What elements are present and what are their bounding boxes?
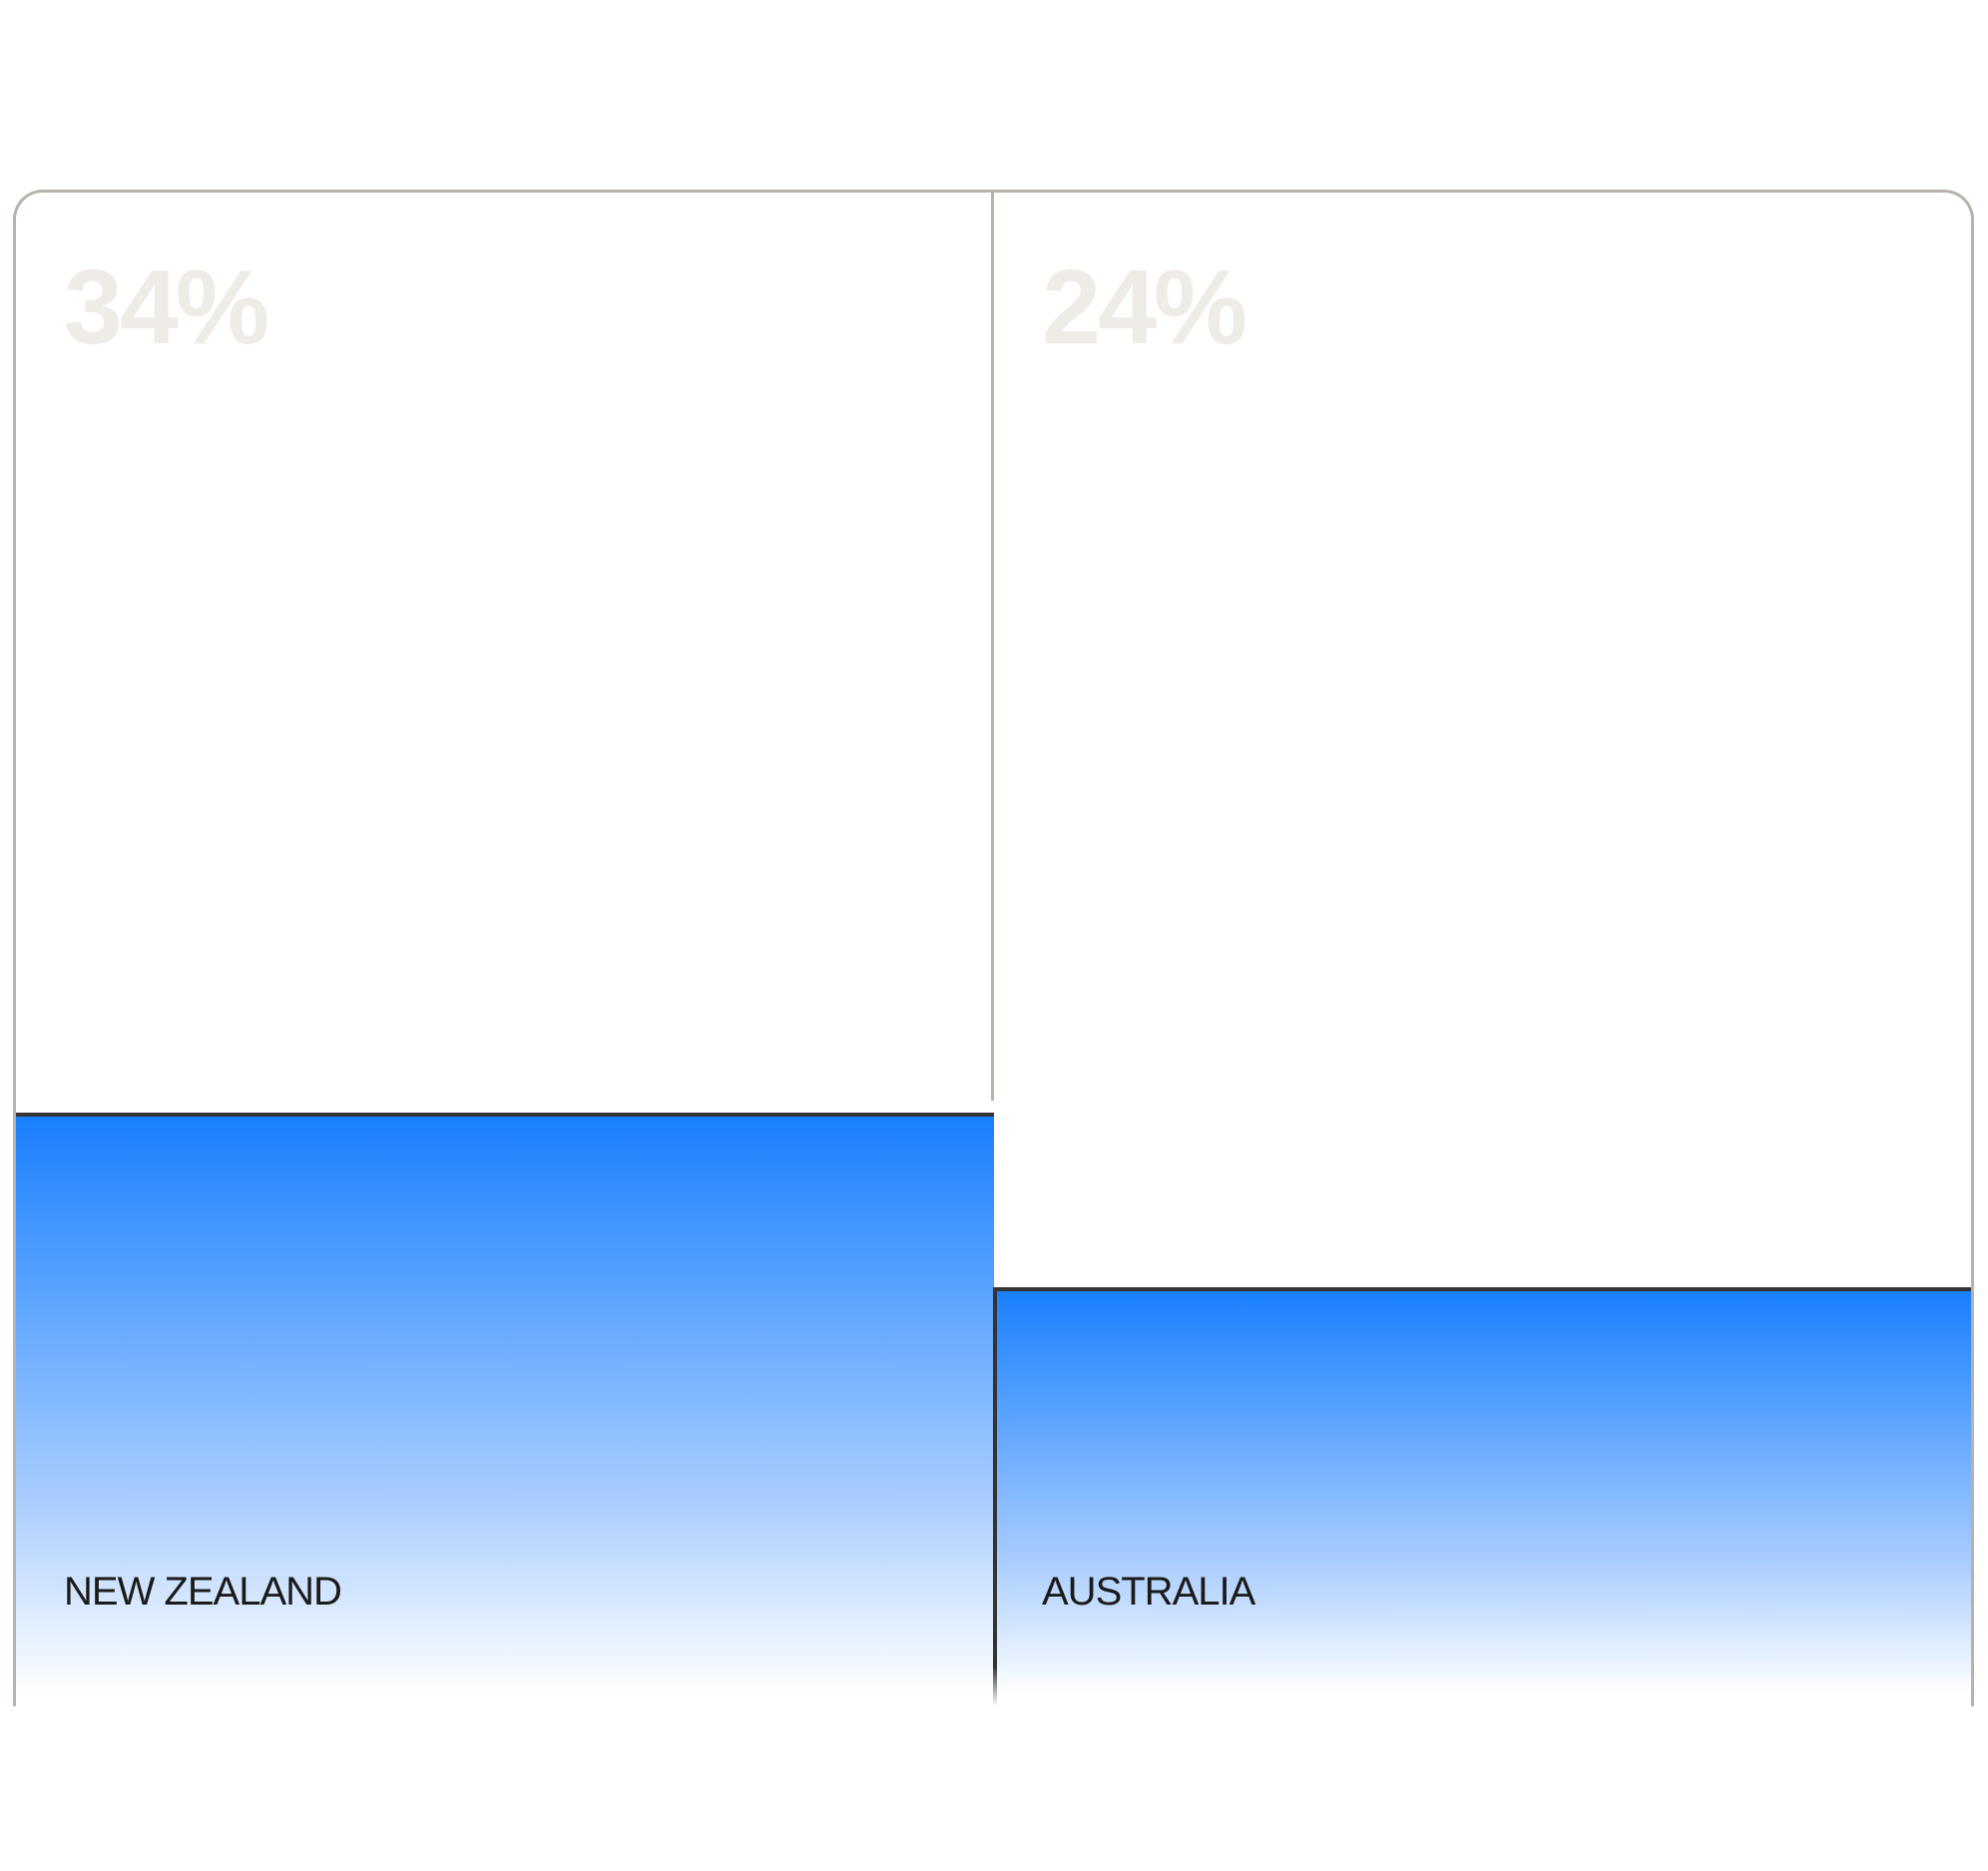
value-label: 24% xyxy=(1042,248,1247,366)
value-label: 34% xyxy=(64,248,269,366)
category-label: AUSTRALIA xyxy=(1042,1570,1255,1614)
bar-australia xyxy=(993,1287,1971,1706)
column-divider xyxy=(991,193,994,1101)
category-label: NEW ZEALAND xyxy=(64,1570,342,1614)
bottom-fade xyxy=(16,1666,1971,1706)
bar-new-zealand xyxy=(16,1113,994,1706)
chart-card: 34% NEW ZEALAND 24% AUSTRALIA xyxy=(13,190,1974,1706)
